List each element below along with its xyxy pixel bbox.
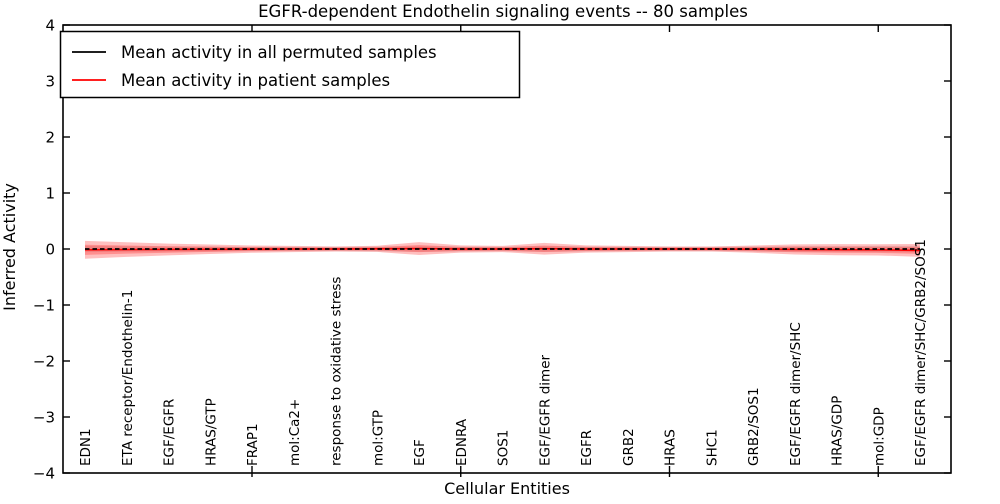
- x-tick-label: EGF/EGFR: [162, 399, 178, 466]
- y-tick-labels: 4 3 2 1 0 −1 −2 −3 −4: [33, 17, 55, 483]
- y-tick-label: 4: [45, 17, 55, 35]
- y-tick-label: −4: [33, 465, 55, 483]
- x-axis-label: Cellular Entities: [444, 479, 570, 498]
- plot-border: [62, 24, 952, 474]
- x-tick-label: response to oxidative stress: [329, 277, 345, 466]
- y-tick-label: −3: [33, 409, 55, 427]
- x-tick-label: HRAS: [663, 429, 679, 466]
- x-tick-label: EGF: [412, 439, 428, 466]
- x-tick-label: mol:Ca2+: [287, 399, 303, 466]
- x-tick-label: FRAP1: [245, 423, 261, 466]
- x-tick-label: SOS1: [496, 430, 512, 466]
- x-tick-label: EDN1: [78, 428, 94, 466]
- x-tick-label: GRB2/SOS1: [746, 387, 762, 466]
- x-tick-label: ETA receptor/Endothelin-1: [120, 290, 136, 466]
- y-tick-label: 0: [45, 241, 55, 259]
- y-tick-label: −1: [33, 297, 55, 315]
- y-tick-label: 3: [45, 73, 55, 91]
- x-tick-label: EGFR: [579, 430, 595, 466]
- x-tick-label: HRAS/GTP: [203, 398, 219, 466]
- x-tick-label: EGF/EGFR dimer/SHC: [788, 322, 804, 466]
- legend-label-patient: Mean activity in patient samples: [121, 71, 390, 90]
- legend: Mean activity in all permuted samples Me…: [59, 30, 521, 99]
- y-tick-label: 2: [45, 129, 55, 147]
- x-tick-label: mol:GTP: [370, 410, 386, 466]
- x-tick-label: SHC1: [704, 429, 720, 466]
- series-lines: [84, 247, 921, 252]
- y-tick-label: −2: [33, 353, 55, 371]
- x-tick-label: GRB2: [621, 428, 637, 466]
- y-axis-label: Inferred Activity: [0, 183, 19, 311]
- chart-title: EGFR-dependent Endothelin signaling even…: [258, 2, 748, 21]
- y-tick-label: 1: [45, 185, 55, 203]
- legend-label-permuted: Mean activity in all permuted samples: [121, 43, 437, 62]
- x-tick-label: EGF/EGFR dimer: [537, 354, 553, 466]
- patient-std-band: [85, 240, 920, 259]
- x-tick-label: EDNRA: [454, 418, 470, 466]
- legend-box: [59, 30, 521, 99]
- x-tick-labels: EDN1 ETA receptor/Endothelin-1 EGF/EGFR HRA…: [78, 239, 929, 466]
- x-tick-label: HRAS/GDP: [830, 396, 846, 466]
- x-tick-label: mol:GDP: [871, 407, 887, 466]
- x-tick-label: EGF/EGFR dimer/SHC/GRB2/SOS1: [913, 239, 929, 466]
- patient-inner-band: [85, 244, 920, 255]
